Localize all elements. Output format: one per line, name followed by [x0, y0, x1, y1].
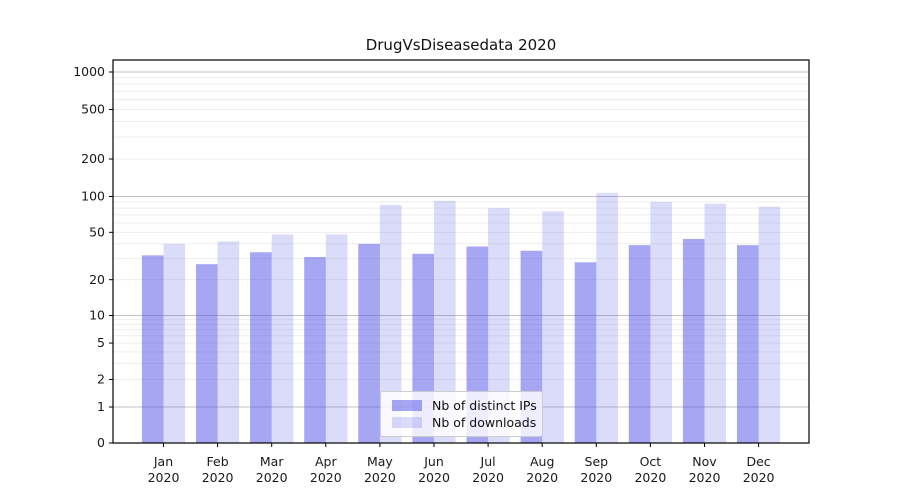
x-tick-month-label: Jan	[153, 454, 173, 469]
x-tick-month-label: Dec	[746, 454, 770, 469]
x-tick-year-label: 2020	[148, 470, 180, 485]
bar-nb-of-downloads	[650, 201, 672, 443]
bar-nb-of-downloads	[542, 211, 564, 443]
x-tick-month-label: May	[367, 454, 393, 469]
legend-item-downloads: Nb of downloads	[389, 414, 537, 430]
bar-nb-of-distinct-ips	[196, 264, 218, 443]
x-tick-year-label: 2020	[580, 470, 612, 485]
bar-nb-of-downloads	[758, 206, 781, 443]
legend-swatch-downloads	[392, 417, 422, 429]
x-tick-year-label: 2020	[743, 470, 775, 485]
bar-nb-of-downloads	[434, 200, 456, 443]
y-tick-label: 5	[97, 335, 105, 350]
bar-nb-of-distinct-ips	[682, 238, 705, 443]
bar-nb-of-downloads	[325, 234, 348, 443]
x-tick-year-label: 2020	[634, 470, 666, 485]
bar-nb-of-distinct-ips	[574, 262, 597, 443]
bar-nb-of-downloads	[271, 234, 294, 443]
y-tick-label: 1	[97, 399, 105, 414]
y-tick-label: 2	[97, 372, 105, 387]
x-tick-month-label: Jun	[423, 454, 444, 469]
legend-label-distinct-ips: Nb of distinct IPs	[432, 397, 537, 413]
x-tick-month-label: Aug	[530, 454, 554, 469]
y-tick-label: 100	[81, 189, 105, 204]
legend: Nb of distinct IPs Nb of downloads	[380, 391, 543, 437]
x-tick-month-label: Mar	[260, 454, 284, 469]
x-tick-year-label: 2020	[310, 470, 342, 485]
bar-nb-of-downloads	[217, 241, 240, 443]
y-tick-label: 1000	[73, 64, 105, 79]
legend-swatch-distinct-ips	[392, 399, 422, 411]
x-tick-month-label: Nov	[692, 454, 717, 469]
x-tick-month-label: Oct	[640, 454, 662, 469]
x-tick-year-label: 2020	[202, 470, 234, 485]
legend-item-distinct-ips: Nb of distinct IPs	[389, 397, 537, 413]
bar-nb-of-distinct-ips	[304, 257, 326, 443]
x-tick-year-label: 2020	[472, 470, 504, 485]
bar-nb-of-downloads	[379, 204, 402, 443]
x-tick-year-label: 2020	[526, 470, 558, 485]
y-tick-label: 50	[89, 225, 105, 240]
bar-nb-of-downloads	[704, 203, 727, 443]
bar-nb-of-distinct-ips	[250, 252, 272, 443]
plot-frame	[112, 59, 810, 444]
x-tick-year-label: 2020	[418, 470, 450, 485]
bar-nb-of-downloads	[163, 243, 186, 443]
bar-nb-of-distinct-ips	[628, 245, 651, 443]
x-tick-year-label: 2020	[256, 470, 288, 485]
bar-nb-of-distinct-ips	[737, 245, 759, 443]
y-tick-label: 0	[97, 435, 105, 450]
x-tick-year-label: 2020	[364, 470, 396, 485]
legend-label-downloads: Nb of downloads	[432, 414, 537, 430]
bar-nb-of-distinct-ips	[358, 243, 380, 443]
x-tick-year-label: 2020	[689, 470, 721, 485]
x-tick-month-label: Feb	[207, 454, 229, 469]
bar-nb-of-downloads	[488, 208, 510, 443]
y-tick-label: 10	[89, 308, 105, 323]
bar-nb-of-downloads	[596, 192, 618, 443]
y-tick-label: 200	[81, 151, 105, 166]
chart-title: DrugVsDiseasedata 2020	[365, 36, 557, 54]
bar-nb-of-distinct-ips	[141, 255, 164, 443]
x-tick-month-label: Apr	[315, 454, 337, 469]
x-tick-month-label: Sep	[585, 454, 609, 469]
y-tick-label: 20	[89, 272, 105, 287]
y-tick-label: 500	[81, 102, 105, 117]
x-tick-month-label: Jul	[480, 454, 496, 469]
